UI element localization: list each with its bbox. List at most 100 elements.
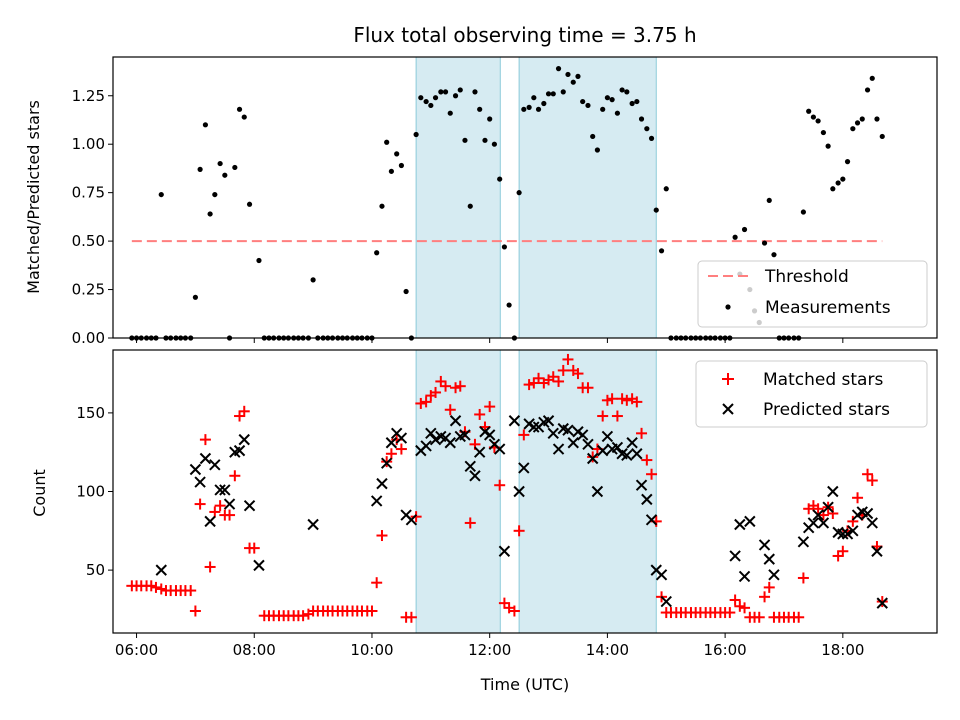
measurement-point xyxy=(232,164,238,171)
predicted-point xyxy=(763,553,775,565)
measurement-point xyxy=(634,98,640,105)
measurement-point xyxy=(864,87,871,93)
shaded-interval-2 xyxy=(518,349,657,634)
matched-point xyxy=(508,605,520,617)
predicted-point xyxy=(508,415,521,427)
predicted-point xyxy=(429,433,442,446)
predicted-point xyxy=(155,564,167,576)
measurement-point xyxy=(423,98,429,105)
predicted-point xyxy=(871,545,883,557)
predicted-point xyxy=(847,525,859,537)
matched-point xyxy=(759,591,771,603)
matched-point xyxy=(518,429,530,441)
measurement-point xyxy=(310,277,316,283)
top-panel: 0.00 0.25 0.50 0.75 1.00 1.25 Flux total obse… xyxy=(24,23,938,347)
measurement-point xyxy=(447,110,453,116)
legend-predicted-label: Predicted stars xyxy=(763,400,890,420)
matched-point xyxy=(385,448,397,460)
measurement-point xyxy=(497,176,503,182)
predicted-point xyxy=(238,433,250,446)
measurement-point xyxy=(800,209,806,215)
matched-point xyxy=(734,600,746,612)
measurement-point xyxy=(197,166,203,172)
predicted-point xyxy=(812,509,824,521)
predicted-point xyxy=(214,484,226,496)
top-y-axis: 0.00 0.25 0.50 0.75 1.00 1.25 xyxy=(72,87,113,347)
predicted-point xyxy=(380,457,393,469)
matched-point xyxy=(150,581,162,593)
matched-point xyxy=(616,393,628,405)
measurement-point xyxy=(526,104,532,110)
measurement-point xyxy=(491,141,497,147)
top-ytick-label: 0.25 xyxy=(72,281,105,299)
predicted-point xyxy=(626,437,638,449)
matched-point xyxy=(420,396,432,408)
measurement-point xyxy=(624,89,630,95)
predicted-point xyxy=(586,452,599,465)
measurement-point xyxy=(535,106,542,112)
measurement-point xyxy=(452,93,459,99)
matched-point xyxy=(185,585,197,597)
predicted-point xyxy=(376,477,388,490)
matched-point xyxy=(646,468,658,480)
measurement-point xyxy=(840,176,846,182)
measurement-point xyxy=(550,91,556,97)
matched-point xyxy=(866,474,878,486)
predicted-point xyxy=(385,437,398,449)
predicted-point xyxy=(744,515,756,528)
bottom-ytick-label: 150 xyxy=(76,404,105,422)
matched-point xyxy=(297,610,309,622)
bottom-xtick-label: 08:00 xyxy=(233,641,276,659)
measurement-point xyxy=(663,186,669,192)
measurement-point xyxy=(590,133,596,140)
predicted-point xyxy=(425,427,437,440)
predicted-point xyxy=(738,570,751,583)
matched-point xyxy=(553,375,565,387)
measurement-point xyxy=(600,106,606,112)
bottom-xtick-label: 06:00 xyxy=(115,641,158,659)
measurement-point xyxy=(477,106,483,112)
predicted-point xyxy=(552,443,565,455)
predicted-point xyxy=(729,550,741,562)
measurement-point xyxy=(771,252,777,258)
matched-point xyxy=(562,353,574,365)
measurement-point xyxy=(830,186,836,192)
matched-point xyxy=(636,427,648,439)
predicted-point xyxy=(469,470,481,482)
predicted-point xyxy=(596,444,609,457)
measurement-point xyxy=(428,102,434,109)
matched-point xyxy=(435,375,447,387)
predicted-point xyxy=(758,539,771,551)
matched-point xyxy=(641,454,653,466)
measurement-point xyxy=(212,191,218,198)
predicted-point xyxy=(464,460,476,473)
matched-point xyxy=(209,506,221,518)
measurement-point xyxy=(472,89,478,95)
matched-point xyxy=(621,394,633,406)
legend-threshold-label: Threshold xyxy=(764,267,849,287)
predicted-point xyxy=(405,514,418,526)
measurement-point xyxy=(467,203,473,209)
matched-point xyxy=(827,508,839,520)
measurement-point xyxy=(158,191,164,198)
matched-point xyxy=(739,602,751,614)
measurement-point xyxy=(379,203,385,209)
measurement-point xyxy=(236,106,243,112)
measurement-point xyxy=(815,118,821,124)
measurement-point xyxy=(766,197,772,204)
measurement-point xyxy=(560,89,566,95)
predicted-point xyxy=(567,437,579,449)
matched-point xyxy=(763,581,775,593)
matched-point xyxy=(371,577,383,589)
measurement-point xyxy=(604,95,611,101)
predicted-point xyxy=(631,448,643,460)
measurement-point xyxy=(241,114,247,120)
measurement-point xyxy=(648,135,655,141)
measurement-point xyxy=(413,131,419,138)
matched-point xyxy=(484,401,496,413)
measurement-point xyxy=(482,137,488,143)
matched-point xyxy=(852,492,864,504)
measurement-point xyxy=(442,89,449,95)
measurement-point xyxy=(874,116,880,122)
predicted-point xyxy=(493,443,506,455)
